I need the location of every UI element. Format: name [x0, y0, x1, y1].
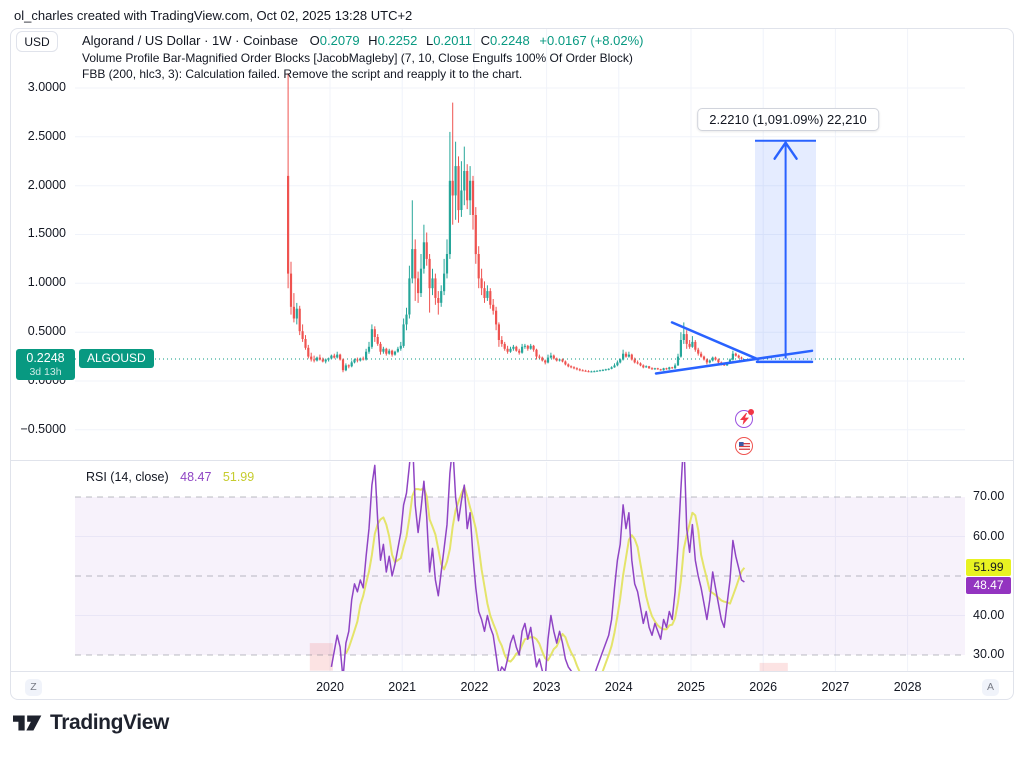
rsi-ma-badge: 51.99 [966, 559, 1011, 576]
indicator-volume-profile[interactable]: Volume Profile Bar-Magnified Order Block… [82, 50, 633, 65]
rsi-legend[interactable]: RSI (14, close) 48.47 51.99 [86, 470, 254, 484]
price-axis-label: 1.0000 [27, 275, 66, 290]
lightning-glyph [739, 413, 749, 425]
year-label-2026[interactable]: 2026 [749, 680, 778, 694]
tradingview-mark-icon [13, 715, 42, 731]
price-axis-label: 2.0000 [27, 177, 66, 192]
notification-dot [748, 409, 754, 415]
rsi-title: RSI (14, close) [86, 470, 169, 484]
ohlc-low-label: L [425, 33, 434, 48]
rsi-line [330, 462, 745, 671]
scroll-left-button[interactable]: Z [25, 679, 42, 696]
current-price-badge: 0.2248 3d 13h [16, 349, 75, 380]
rsi-value: 48.47 [180, 470, 212, 484]
year-label-2020[interactable]: 2020 [316, 680, 344, 694]
rsi-value-badge: 48.47 [966, 577, 1011, 594]
ohlc-low-value: 0.2011 [433, 33, 472, 48]
year-label-2021[interactable]: 2021 [388, 680, 417, 694]
tradingview-wordmark: TradingView [50, 711, 169, 734]
ohlc-close-label: C [480, 33, 490, 48]
year-label-2023[interactable]: 2023 [532, 680, 561, 694]
attribution-text: ol_charles created with TradingView.com,… [14, 8, 413, 23]
candles [287, 73, 746, 373]
year-label-2022[interactable]: 2022 [460, 680, 489, 694]
year-label-2028[interactable]: 2028 [893, 680, 922, 694]
rsi-ma-value: 51.99 [222, 470, 255, 484]
rsi-axis-label: 40.00 [973, 607, 1005, 622]
symbol-legend-row[interactable]: Algorand / US Dollar · 1W · Coinbase O0.… [82, 33, 643, 50]
price-axis-label: 2.5000 [27, 128, 66, 143]
events-flash-icon[interactable] [735, 409, 754, 428]
ohlc-open-value: 0.2079 [319, 33, 360, 48]
ohlc-close-value: 0.2248 [490, 33, 530, 48]
chart-legend: Algorand / US Dollar · 1W · Coinbase O0.… [82, 33, 643, 83]
price-range-projection[interactable] [755, 139, 816, 361]
current-price-value: 0.2248 [26, 351, 65, 365]
measurement-label[interactable]: 2.2210 (1,091.09%) 22,210 [697, 108, 879, 131]
scroll-right-button[interactable]: A [982, 679, 999, 696]
rsi-axis-label: 30.00 [973, 647, 1005, 661]
price-change: +0.0167 (+8.02%) [539, 33, 644, 48]
ohlc-open-label: O [309, 33, 320, 48]
price-axis-label: −0.5000 [20, 421, 66, 436]
currency-button[interactable]: USD [16, 31, 58, 52]
bar-countdown: 3d 13h [29, 366, 62, 378]
symbol-badge: ALGOUSD [79, 349, 154, 368]
us-flag-glyph [738, 441, 750, 451]
chart-widget [10, 28, 1014, 700]
price-axis-label: 0.5000 [27, 324, 66, 339]
year-label-2025[interactable]: 2025 [677, 680, 705, 694]
tradingview-logo[interactable]: TradingView [13, 711, 169, 735]
rsi-ma-line [345, 486, 746, 671]
year-label-2024[interactable]: 2024 [604, 680, 633, 694]
us-economic-event-icon[interactable] [735, 437, 753, 455]
rsi-axis-label: 70.00 [973, 489, 1005, 503]
price-axis-label: 1.5000 [27, 226, 66, 241]
ohlc-high-value: 0.2252 [377, 33, 418, 48]
rsi-axis-label: 60.00 [973, 528, 1005, 543]
ohlc-high-label: H [368, 33, 378, 48]
symbol-title[interactable]: Algorand / US Dollar · 1W · Coinbase [82, 33, 299, 48]
price-axis-label: 3.0000 [27, 79, 66, 94]
trendlines[interactable] [654, 321, 814, 375]
indicator-fbb-error[interactable]: FBB (200, hlc3, 3): Calculation failed. … [82, 67, 523, 81]
year-label-2027[interactable]: 2027 [821, 680, 850, 694]
